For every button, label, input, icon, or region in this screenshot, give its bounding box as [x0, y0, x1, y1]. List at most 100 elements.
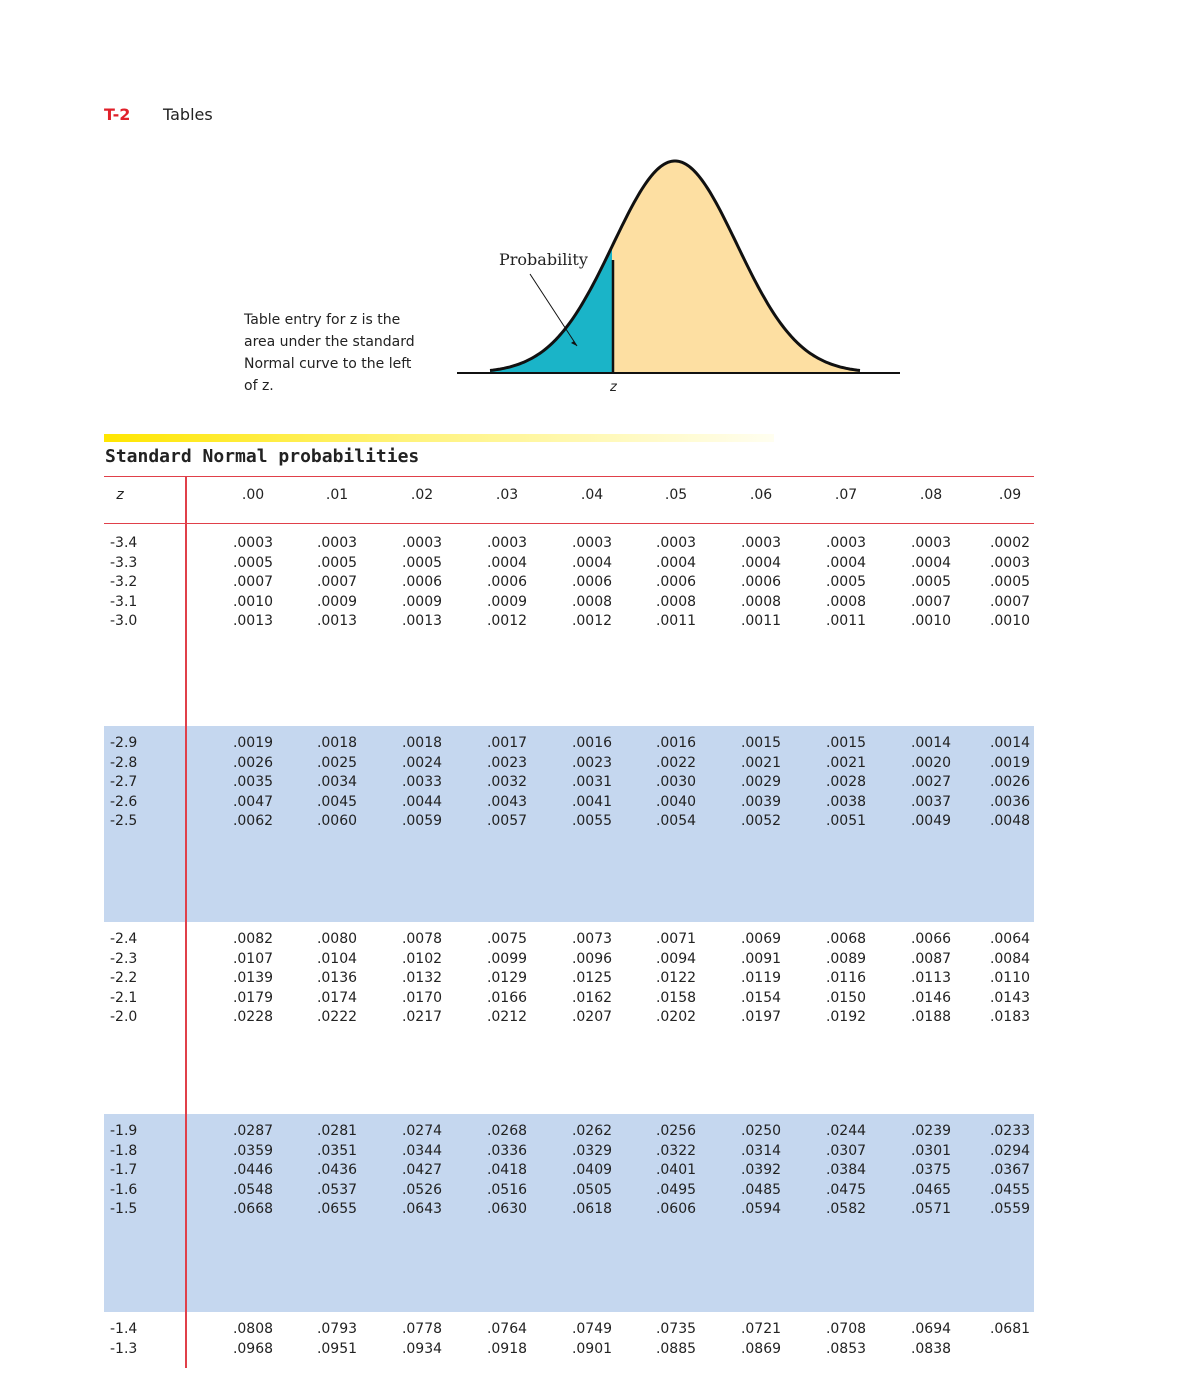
probability: .0019 — [232, 735, 274, 751]
probability: .0401 — [655, 1162, 697, 1179]
probability: .0244 — [825, 1123, 867, 1139]
column-header: .00 — [241, 487, 265, 503]
probability: .0885 — [655, 1340, 697, 1357]
probability: .0068 — [825, 931, 867, 947]
probability: .0179 — [232, 989, 274, 1006]
probability: .0043 — [486, 793, 528, 810]
probability: .0901 — [571, 1340, 613, 1357]
probability: .0013 — [316, 613, 358, 630]
probability: .0119 — [740, 970, 782, 987]
z-value: -1.6 — [110, 1181, 138, 1198]
probability: .0287 — [232, 1123, 274, 1139]
probability: .0003 — [571, 535, 613, 551]
probability: .0934 — [401, 1340, 443, 1357]
probability: .0084 — [989, 950, 1031, 967]
probability: .0322 — [655, 1142, 697, 1159]
probability: .0262 — [571, 1123, 613, 1139]
probability: .0336 — [486, 1142, 528, 1159]
probability: .0778 — [401, 1321, 443, 1337]
section-title: Tables — [163, 105, 213, 124]
probability: .0057 — [486, 813, 528, 830]
probability: .0749 — [571, 1321, 613, 1337]
probability: .0113 — [910, 970, 952, 987]
probability: .0003 — [910, 535, 952, 551]
probability: .0154 — [740, 989, 782, 1006]
probability: .0082 — [232, 931, 274, 947]
probability: .0055 — [571, 813, 613, 830]
probability: .0005 — [825, 574, 867, 591]
probability: .0170 — [401, 989, 443, 1006]
probability: .0009 — [316, 593, 358, 610]
probability: .0032 — [486, 774, 528, 791]
probability: .0643 — [401, 1201, 443, 1218]
z-value: -2.3 — [110, 950, 138, 967]
z-value: -1.8 — [110, 1142, 138, 1159]
probability: .0582 — [825, 1201, 867, 1218]
probability: .0158 — [655, 989, 697, 1006]
probability: .0475 — [825, 1181, 867, 1198]
probability: .0107 — [232, 950, 274, 967]
probability: .0066 — [910, 931, 952, 947]
probability: .0139 — [232, 970, 274, 987]
probability: .0002 — [989, 535, 1031, 551]
probability: .0455 — [989, 1181, 1031, 1198]
probability: .0006 — [740, 574, 782, 591]
probability: .0392 — [740, 1162, 782, 1179]
probability: .0708 — [825, 1321, 867, 1337]
z-value: -2.7 — [110, 774, 138, 791]
probability: .0060 — [316, 813, 358, 830]
probability: .0110 — [989, 970, 1031, 987]
caption: Table entry for z is the area under the … — [244, 312, 415, 394]
z-value: -1.5 — [110, 1201, 138, 1218]
probability: .0008 — [571, 593, 613, 610]
probability: .0035 — [232, 774, 274, 791]
probability: .0268 — [486, 1123, 528, 1139]
z-value: -3.0 — [110, 613, 138, 630]
z-value: -1.4 — [110, 1321, 138, 1337]
probability: .0044 — [401, 793, 443, 810]
column-rule — [185, 476, 187, 1368]
probability: .0010 — [989, 613, 1031, 630]
z-value: -3.3 — [110, 554, 138, 571]
probability: .0630 — [486, 1201, 528, 1218]
probability: .0007 — [316, 574, 358, 591]
probability: .0026 — [232, 754, 274, 771]
rule — [104, 476, 1034, 477]
probability: .0087 — [910, 950, 952, 967]
column-header: .09 — [998, 487, 1022, 503]
probability: .0054 — [655, 813, 697, 830]
probability: .0052 — [740, 813, 782, 830]
probability: .0004 — [571, 554, 613, 571]
probability: .0409 — [571, 1162, 613, 1179]
arrow-head — [571, 341, 577, 346]
probability: .0012 — [571, 613, 613, 630]
probability: .0571 — [910, 1201, 952, 1218]
probability: .0038 — [825, 793, 867, 810]
probability: .0143 — [989, 989, 1031, 1006]
probability: .0003 — [740, 535, 782, 551]
z-value: -3.2 — [110, 574, 138, 591]
probability: .0020 — [910, 754, 952, 771]
probability: .0006 — [655, 574, 697, 591]
probability: .0011 — [655, 613, 697, 630]
probability: .0011 — [740, 613, 782, 630]
probability: .0003 — [232, 535, 274, 551]
probability: .0037 — [910, 793, 952, 810]
probability: .0548 — [232, 1181, 274, 1198]
probability: .0013 — [401, 613, 443, 630]
probability: .0064 — [989, 931, 1031, 947]
probability: .0174 — [316, 989, 358, 1006]
normal-curve-figure: Probability z — [457, 159, 900, 395]
z-value: -2.0 — [110, 1009, 138, 1026]
probability: .0007 — [232, 574, 274, 591]
probability: .0015 — [825, 735, 867, 751]
probability: .0017 — [486, 735, 528, 751]
probability: .0011 — [825, 613, 867, 630]
probability: .0367 — [989, 1162, 1031, 1179]
probability: .0951 — [316, 1340, 358, 1357]
probability: .0059 — [401, 813, 443, 830]
probability: .0014 — [910, 735, 952, 751]
probability: .0006 — [486, 574, 528, 591]
probability: .0029 — [740, 774, 782, 791]
probability: .0075 — [486, 931, 528, 947]
